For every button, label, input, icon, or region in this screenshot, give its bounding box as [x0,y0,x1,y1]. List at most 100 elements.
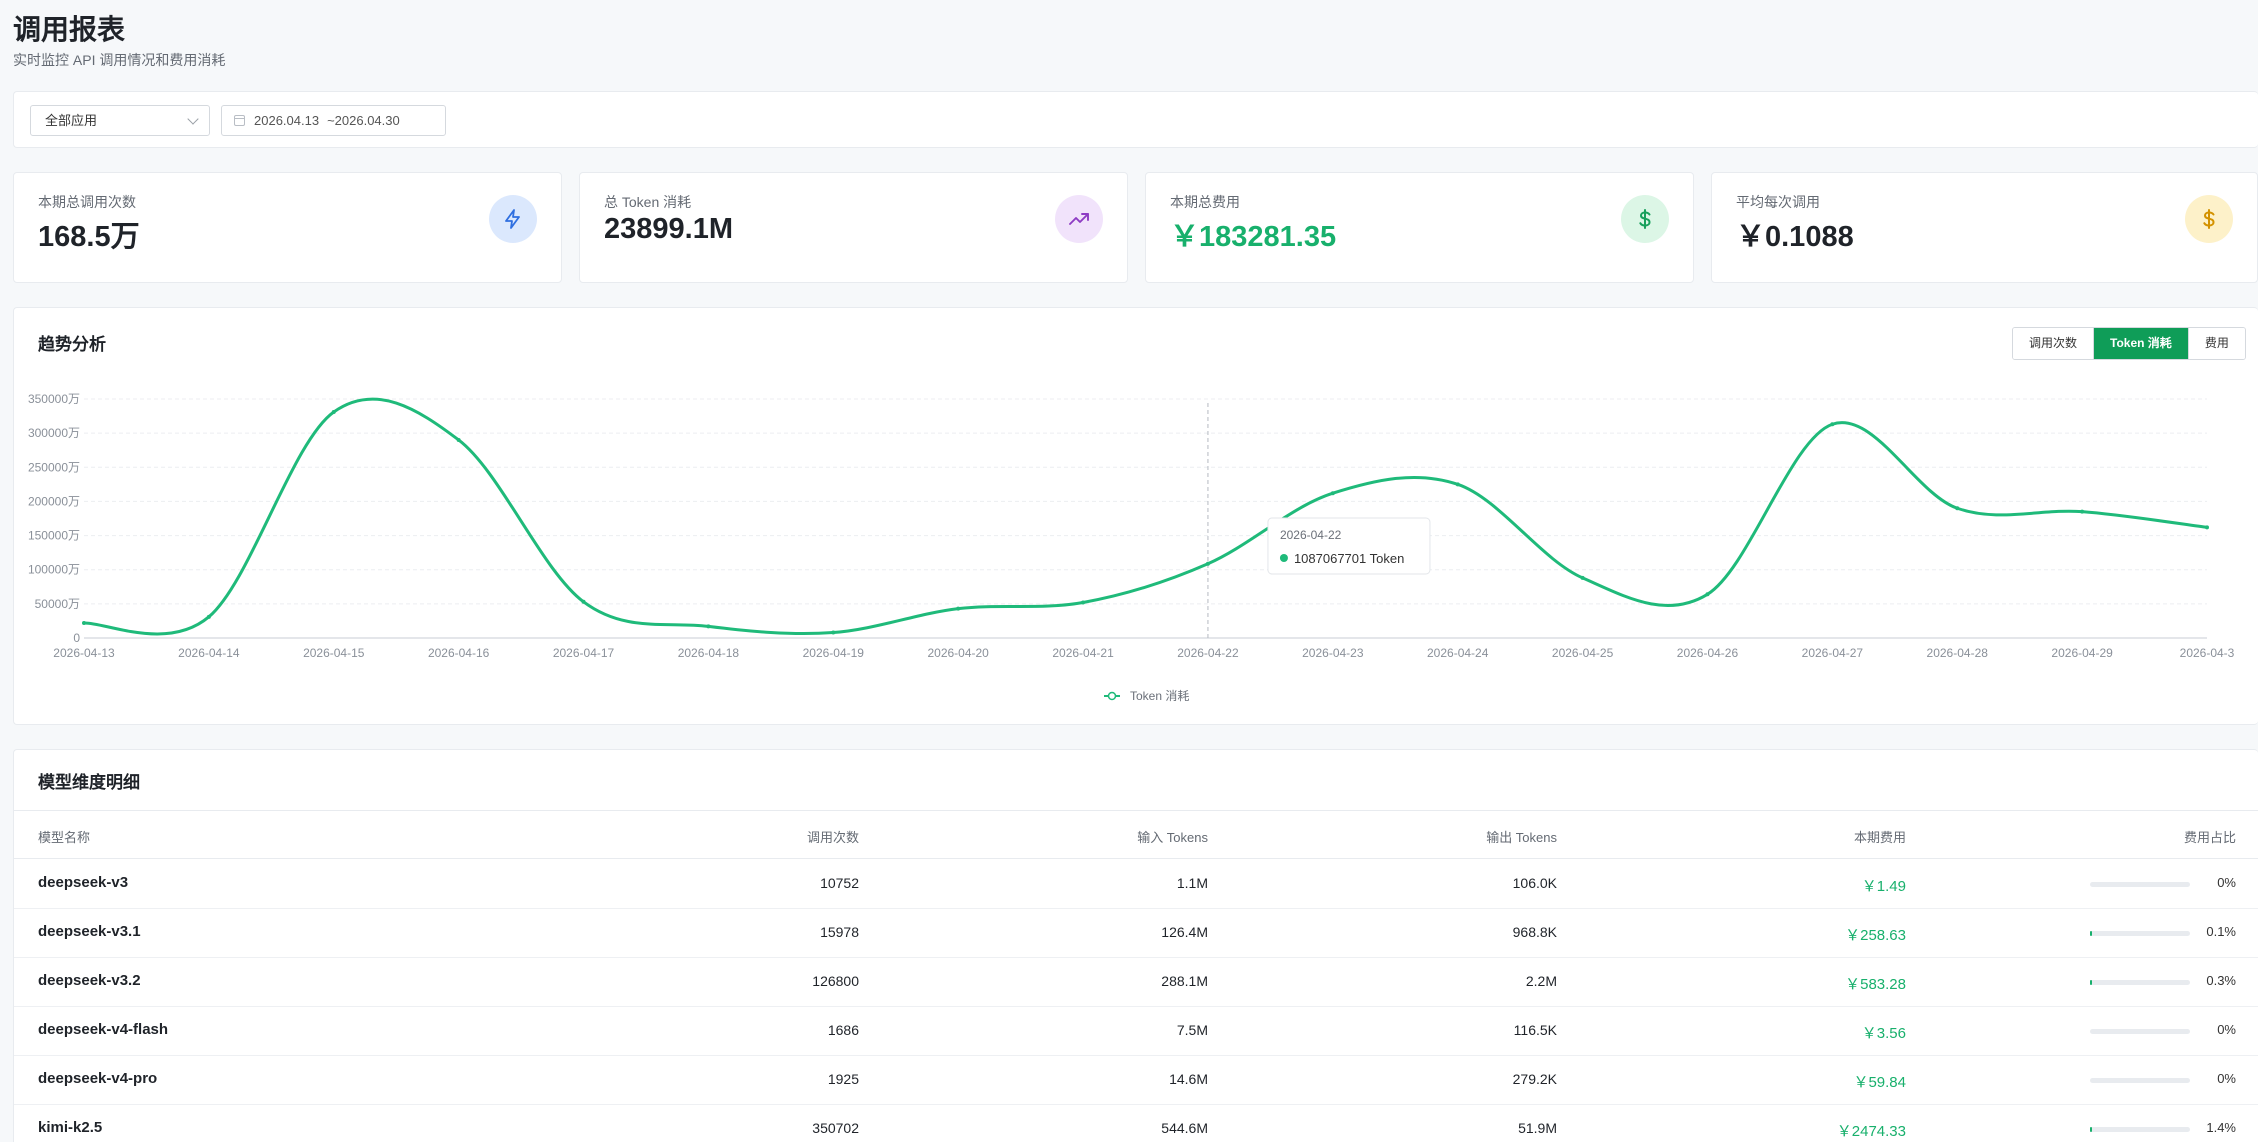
y-tick-label: 100000万 [28,563,80,577]
input-tokens: 126.4M [1161,924,1208,940]
share-percent: 0% [2217,1071,2236,1086]
data-point [1330,491,1335,496]
share-bar-fill [2090,980,2092,985]
share-bar-fill [2090,931,2092,936]
x-tick-label: 2026-04-24 [1427,646,1489,660]
y-tick-label: 300000万 [28,426,80,440]
period-cost: ￥583.28 [1845,976,1906,993]
table-header: 模型名称 调用次数 输入 Tokens 输出 Tokens 本期费用 费用占比 [14,810,2258,859]
col-calls: 调用次数 [806,830,859,845]
stat-label: 总 Token 消耗 [604,194,692,210]
table-row[interactable]: deepseek-v3.2 126800 288.1M 2.2M ￥583.28 0.3% [14,958,2258,1007]
model-name: deepseek-v4-flash [38,1021,169,1038]
input-tokens: 7.5M [1176,1022,1208,1038]
share-percent: 0% [2217,1022,2236,1037]
share-percent: 0.3% [2206,973,2236,988]
share-bar [2090,1127,2190,1132]
data-point [1081,600,1086,605]
data-point [456,437,461,442]
x-tick-label: 2026-04-17 [553,646,615,660]
x-tick-label: 2026-04-25 [1552,646,1614,660]
data-point [2205,525,2209,530]
tooltip-value: 1087067701 Token [1294,551,1404,566]
data-point [1705,592,1710,597]
model-name: deepseek-v4-pro [38,1070,158,1087]
page-subtitle: 实时监控 API 调用情况和费用消耗 [13,52,226,68]
trend-chart[interactable]: 0 50000万 100000万 150000万 200000万 250000万 30000… [14,308,2258,726]
table-row[interactable]: deepseek-v4-flash 1686 7.5M 116.5K ￥3.56 0% [14,1007,2258,1056]
table-title: 模型维度明细 [38,773,140,792]
tab-token[interactable]: Token 消耗 [2093,328,2188,359]
model-name: kimi-k2.5 [38,1119,103,1136]
model-table-card: 模型维度明细 模型名称 调用次数 输入 Tokens 输出 Tokens 本期费… [13,749,2258,1142]
calls-count: 126800 [812,973,859,989]
trending-up-icon [1055,195,1103,243]
stat-avg-cost: 平均每次调用 ￥0.1088 [1711,172,2258,283]
data-point [2080,509,2085,514]
col-input: 输入 Tokens [1137,830,1208,845]
data-point [82,620,86,625]
tab-cost[interactable]: 费用 [2187,328,2245,359]
tooltip-series-dot [1279,554,1288,562]
table-row[interactable]: deepseek-v3 10752 1.1M 106.0K ￥1.49 0% [14,860,2258,909]
date-start: 2026.04.13 [254,113,320,128]
x-tick-label: 2026-04-15 [303,646,365,660]
stat-value: ￥183281.35 [1170,221,1337,253]
share-bar [2090,1029,2190,1034]
output-tokens: 51.9M [1518,1120,1557,1136]
x-tick-label: 2026-04-26 [1677,646,1739,660]
share-bar [2090,931,2190,936]
metric-tabs: 调用次数 Token 消耗 费用 [2012,327,2246,360]
period-cost: ￥258.63 [1845,927,1906,944]
share-bar-fill [2090,1127,2092,1132]
col-share: 费用占比 [2183,830,2236,845]
calendar-icon [234,115,245,126]
input-tokens: 1.1M [1176,875,1208,891]
table-row[interactable]: deepseek-v4-pro 1925 14.6M 279.2K ￥59.84 0% [14,1056,2258,1105]
trend-card: 趋势分析 调用次数 Token 消耗 费用 0 50000万 100000万 1500… [13,307,2258,725]
table-row[interactable]: kimi-k2.5 350702 544.6M 51.9M ￥2474.33 1.4% [14,1105,2258,1142]
x-tick-label: 2026-04-18 [678,646,740,660]
stat-label: 本期总调用次数 [38,194,136,210]
calls-count: 10752 [820,875,859,891]
input-tokens: 14.6M [1169,1071,1208,1087]
calls-count: 1686 [827,1022,859,1038]
tooltip-date: 2026-04-22 [1280,528,1342,542]
input-tokens: 288.1M [1161,973,1208,989]
data-point [706,624,711,629]
data-point [956,606,961,611]
period-cost: ￥59.84 [1853,1074,1906,1091]
x-tick-label: 2026-04-14 [178,646,240,660]
date-range-picker[interactable]: 2026.04.13 ~2026.04.30 [221,105,446,136]
x-tick-label: 2026-04-22 [1177,646,1239,660]
y-tick-label: 150000万 [28,529,80,543]
stat-total-calls: 本期总调用次数 168.5万 [13,172,562,283]
input-tokens: 544.6M [1161,1120,1208,1136]
stat-total-tokens: 总 Token 消耗 23899.1M [579,172,1128,283]
output-tokens: 116.5K [1513,1022,1557,1038]
app-select-value: 全部应用 [45,113,98,128]
y-tick-label: 0 [73,631,80,645]
trend-title: 趋势分析 [38,335,106,354]
x-tick-label: 2026-04-3 [2180,646,2235,660]
calls-count: 15978 [820,924,859,940]
table-row[interactable]: deepseek-v3.1 15978 126.4M 968.8K ￥258.63 0.1… [14,909,2258,958]
col-model: 模型名称 [38,830,91,845]
tab-calls[interactable]: 调用次数 [2013,328,2094,359]
x-tick-label: 2026-04-27 [1802,646,1864,660]
data-point [581,599,586,604]
legend-label: Token 消耗 [1130,689,1189,703]
filter-bar: 全部应用 2026.04.13 ~2026.04.30 [13,91,2258,148]
data-point [1830,422,1835,427]
app-select[interactable]: 全部应用 [30,105,210,136]
x-tick-label: 2026-04-20 [927,646,989,660]
x-tick-label: 2026-04-23 [1302,646,1364,660]
data-point [1955,506,1960,511]
lightning-icon [489,195,537,243]
data-point [331,409,336,414]
stat-total-cost: 本期总费用 ￥183281.35 [1145,172,1694,283]
x-tick-label: 2026-04-21 [1052,646,1114,660]
period-cost: ￥1.49 [1861,878,1906,895]
legend-marker-icon [1107,691,1117,701]
dollar-icon [2185,195,2233,243]
